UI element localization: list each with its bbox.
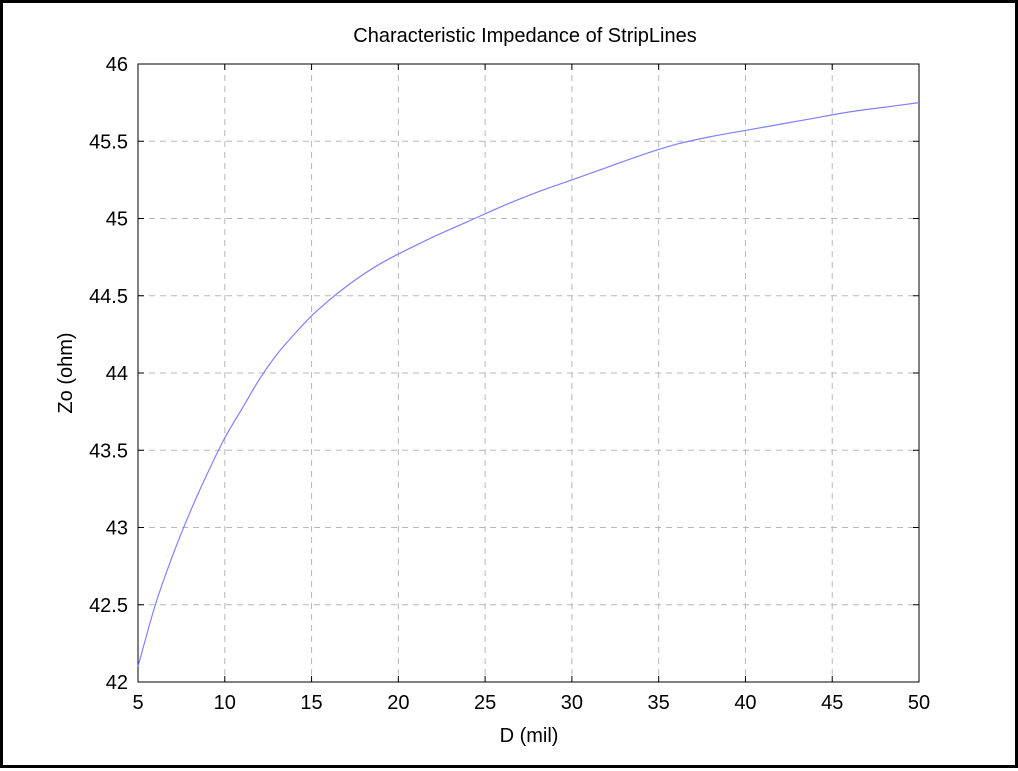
y-tick-label: 43.5 [89, 440, 128, 462]
x-tick-label: 25 [474, 692, 496, 714]
y-tick-label: 42.5 [89, 595, 128, 617]
x-tick-label: 5 [132, 692, 143, 714]
y-axis-label: Zo (ohm) [55, 332, 77, 413]
x-tick-label: 35 [648, 692, 670, 714]
x-tick-labels: 5 10 15 20 25 30 35 40 45 50 [132, 692, 930, 714]
line-chart: 5 10 15 20 25 30 35 40 45 50 42 42.5 43 43.5 44 44.5 45… [55, 25, 930, 747]
y-tick-label: 43 [106, 518, 128, 540]
grid-lines [138, 64, 919, 682]
chart-title: Characteristic Impedance of StripLines [353, 25, 697, 47]
y-tick-labels: 42 42.5 43 43.5 44 44.5 45 45.5 46 [89, 54, 128, 694]
x-axis-label: D (mil) [500, 725, 559, 747]
x-tick-label: 30 [561, 692, 583, 714]
series-line [137, 102, 920, 667]
x-tick-label: 10 [214, 692, 236, 714]
y-tick-label: 46 [106, 54, 128, 76]
y-tick-label: 44 [106, 363, 128, 385]
y-tick-label: 45 [106, 209, 128, 231]
x-tick-label: 15 [300, 692, 322, 714]
y-tick-label: 45.5 [89, 131, 128, 153]
x-tick-label: 20 [387, 692, 409, 714]
x-tick-label: 50 [908, 692, 930, 714]
y-tick-label: 42 [106, 672, 128, 694]
y-tick-label: 44.5 [89, 286, 128, 308]
x-tick-label: 40 [734, 692, 756, 714]
x-tick-label: 45 [821, 692, 843, 714]
axis-ticks [137, 63, 920, 683]
